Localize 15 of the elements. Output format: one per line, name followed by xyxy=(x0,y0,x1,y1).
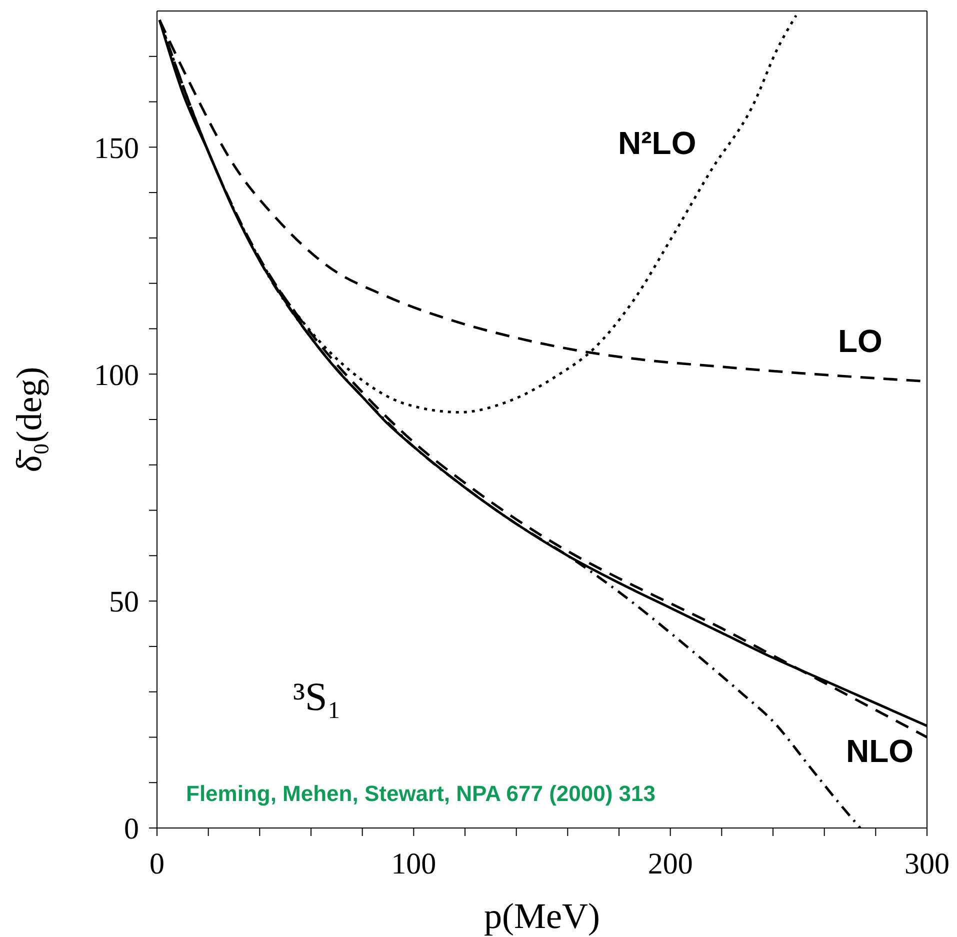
x-tick-label: 100 xyxy=(391,847,436,880)
x-tick-label: 200 xyxy=(648,847,693,880)
series-label: N²LO xyxy=(618,125,696,162)
y-tick-label: 100 xyxy=(94,358,139,392)
series-label: NLO xyxy=(846,733,914,770)
y-tick-label: 150 xyxy=(94,132,139,165)
y-tick-label: 50 xyxy=(109,586,139,619)
x-tick-label: 0 xyxy=(150,847,164,880)
x-axis-title: p(MeV) xyxy=(484,896,600,936)
annotation: ³S₁ xyxy=(293,673,342,720)
annotation: Fleming, Mehen, Stewart, NPA 677 (2000) 313 xyxy=(186,781,656,807)
x-tick-label: 300 xyxy=(904,847,950,880)
y-tick-label: 0 xyxy=(124,812,139,846)
series-label: LO xyxy=(838,323,882,360)
y-axis-title: δ̄₀(deg) xyxy=(8,366,49,472)
